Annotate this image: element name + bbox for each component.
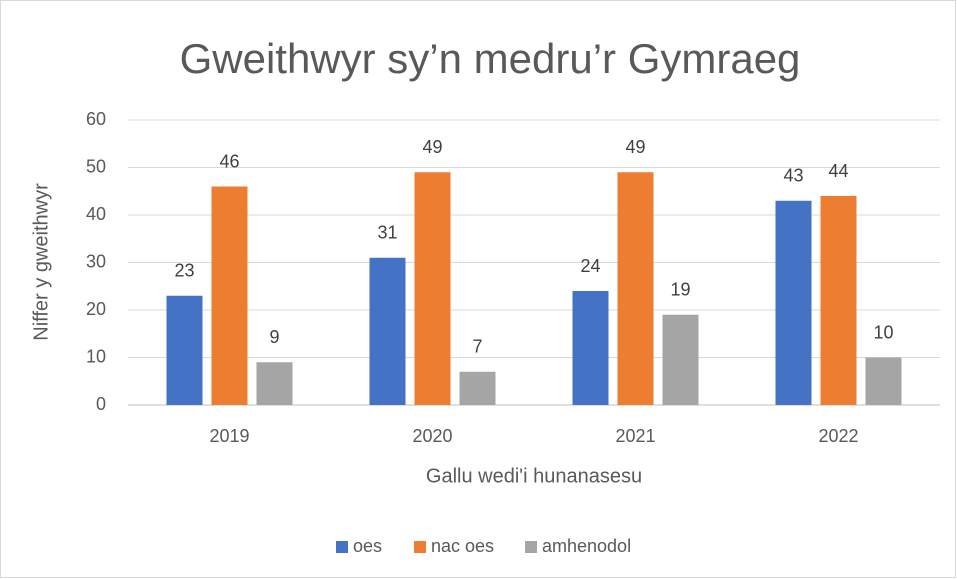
data-label: 7 xyxy=(472,337,482,357)
bar xyxy=(662,314,699,405)
bar xyxy=(820,196,857,405)
y-axis-title: Niffer y gweithwyr xyxy=(30,183,52,341)
bar xyxy=(166,295,203,405)
bar xyxy=(617,172,654,405)
bar xyxy=(256,362,293,405)
y-tick-label: 0 xyxy=(96,394,106,414)
data-label: 23 xyxy=(174,261,194,281)
bar xyxy=(211,186,248,405)
x-tick-label: 2019 xyxy=(209,426,249,446)
data-label: 9 xyxy=(269,327,279,347)
y-tick-label: 30 xyxy=(86,251,106,271)
legend-label: nac oes xyxy=(431,536,494,556)
legend-label: oes xyxy=(353,536,382,556)
data-label: 46 xyxy=(219,151,239,171)
legend-swatch xyxy=(525,541,537,553)
y-tick-label: 50 xyxy=(86,156,106,176)
x-tick-label: 2022 xyxy=(818,426,858,446)
data-label: 24 xyxy=(580,256,600,276)
bar xyxy=(572,291,609,405)
bar xyxy=(414,172,451,405)
y-tick-label: 40 xyxy=(86,204,106,224)
data-label: 10 xyxy=(873,322,893,342)
data-label: 19 xyxy=(670,280,690,300)
y-tick-label: 10 xyxy=(86,346,106,366)
data-label: 49 xyxy=(625,137,645,157)
y-tick-label: 60 xyxy=(86,109,106,129)
legend-swatch xyxy=(414,541,426,553)
legend-label: amhenodol xyxy=(542,536,631,556)
x-tick-label: 2021 xyxy=(615,426,655,446)
y-tick-label: 20 xyxy=(86,299,106,319)
x-axis-title: Gallu wedi'i hunanasesu xyxy=(426,465,642,487)
data-label: 31 xyxy=(377,223,397,243)
bar xyxy=(865,357,902,405)
bar xyxy=(775,200,812,405)
data-label: 43 xyxy=(783,166,803,186)
x-tick-label: 2020 xyxy=(412,426,452,446)
legend-swatch xyxy=(336,541,348,553)
chart-title: Gweithwyr sy’n medru’r Gymraeg xyxy=(180,35,801,82)
data-label: 49 xyxy=(422,137,442,157)
bar xyxy=(369,257,406,405)
data-label: 44 xyxy=(828,161,848,181)
bar xyxy=(459,371,496,405)
